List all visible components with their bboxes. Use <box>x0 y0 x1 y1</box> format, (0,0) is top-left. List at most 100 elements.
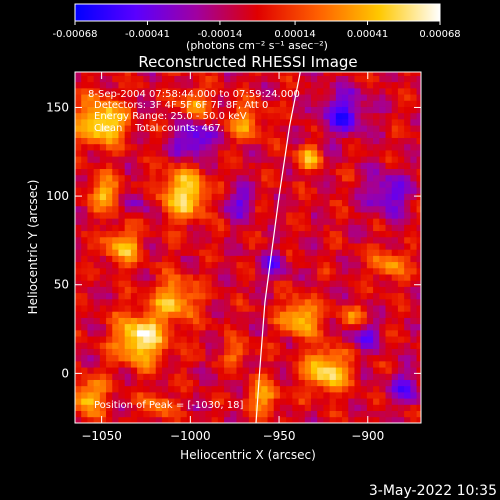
heatmap-cell <box>192 336 200 343</box>
heatmap-cell <box>75 274 82 281</box>
heatmap-cell <box>137 150 144 157</box>
heatmap-cell <box>255 286 262 294</box>
heatmap-cell <box>230 280 237 287</box>
heatmap-cell <box>267 162 275 170</box>
heatmap-cell <box>261 249 268 256</box>
heatmap-cell <box>317 193 324 201</box>
heatmap-cell <box>242 298 250 306</box>
heatmap-cell <box>230 373 237 380</box>
heatmap-cell <box>261 274 268 281</box>
heatmap-cell <box>112 87 119 95</box>
heatmap-cell <box>211 137 219 145</box>
heatmap-cell <box>242 224 250 232</box>
heatmap-cell <box>93 193 101 201</box>
heatmap-cell <box>410 311 417 318</box>
heatmap-cell <box>416 249 421 256</box>
heatmap-cell <box>298 404 306 411</box>
heatmap-cell <box>279 94 287 101</box>
heatmap-cell <box>354 255 362 263</box>
heatmap-cell <box>373 398 380 405</box>
heatmap-cell <box>106 255 113 263</box>
heatmap-cell <box>348 106 355 114</box>
heatmap-cell <box>255 137 262 145</box>
heatmap-cell <box>205 267 213 275</box>
heatmap-cell <box>397 224 405 232</box>
heatmap-cell <box>137 187 144 194</box>
heatmap-cell <box>199 75 206 83</box>
heatmap-cell <box>273 187 281 194</box>
heatmap-cell <box>410 193 417 201</box>
heatmap-cell <box>137 255 144 263</box>
heatmap-cell <box>168 323 175 331</box>
heatmap-cell <box>124 292 132 300</box>
heatmap-cell <box>360 187 368 194</box>
heatmap-cell <box>155 174 163 182</box>
heatmap-cell <box>87 398 95 405</box>
heatmap-cell <box>168 131 175 138</box>
heatmap-cell <box>385 150 393 157</box>
heatmap-cell <box>410 416 417 423</box>
heatmap-cell <box>217 255 225 263</box>
heatmap-cell <box>416 286 421 294</box>
heatmap-cell <box>310 75 318 83</box>
heatmap-cell <box>205 261 213 269</box>
heatmap-cell <box>87 379 95 387</box>
heatmap-cell <box>379 162 386 170</box>
heatmap-cell <box>366 292 374 300</box>
heatmap-cell <box>255 416 262 423</box>
heatmap-cell <box>255 230 262 238</box>
heatmap-cell <box>255 168 262 176</box>
heatmap-cell <box>242 348 250 356</box>
heatmap-cell <box>323 72 331 76</box>
heatmap-cell <box>192 360 200 368</box>
colorbar-tick-label: 0.00014 <box>274 29 315 40</box>
heatmap-cell <box>373 261 380 269</box>
heatmap-cell <box>286 100 293 107</box>
heatmap-cell <box>211 267 219 275</box>
heatmap-cell <box>404 360 411 368</box>
heatmap-cell <box>385 112 393 120</box>
heatmap-cell <box>230 106 237 114</box>
heatmap-cell <box>261 236 268 244</box>
heatmap-cell <box>168 354 175 362</box>
heatmap-cell <box>348 305 355 312</box>
heatmap-cell <box>199 391 206 399</box>
heatmap-cell <box>87 280 95 287</box>
heatmap-cell <box>323 162 331 170</box>
heatmap-cell <box>242 404 250 411</box>
heatmap-cell <box>124 72 132 76</box>
heatmap-cell <box>391 118 399 126</box>
heatmap-cell <box>137 317 144 325</box>
heatmap-cell <box>416 267 421 275</box>
heatmap-cell <box>174 243 181 250</box>
heatmap-cell <box>211 367 219 374</box>
heatmap-cell <box>335 100 343 107</box>
heatmap-cell <box>354 298 362 306</box>
heatmap-cell <box>317 404 324 411</box>
heatmap-cell <box>75 125 82 132</box>
heatmap-cell <box>168 342 175 349</box>
heatmap-cell <box>211 100 219 107</box>
heatmap-cell <box>261 280 268 287</box>
heatmap-cell <box>323 391 331 399</box>
heatmap-cell <box>217 212 225 219</box>
heatmap-cell <box>354 230 362 238</box>
heatmap-cell <box>180 348 188 356</box>
heatmap-cell <box>360 360 368 368</box>
heatmap-cell <box>410 218 417 225</box>
heatmap-cell <box>385 100 393 107</box>
heatmap-cell <box>348 336 355 343</box>
heatmap-cell <box>224 398 231 405</box>
heatmap-cell <box>242 181 250 188</box>
heatmap-cell <box>236 137 244 145</box>
heatmap-cell <box>267 174 275 182</box>
heatmap-cell <box>360 218 368 225</box>
heatmap-cell <box>397 118 405 126</box>
heatmap-cell <box>168 156 175 163</box>
heatmap-cell <box>391 391 399 399</box>
heatmap-cell <box>161 410 169 418</box>
heatmap-cell <box>93 236 101 244</box>
heatmap-cell <box>99 212 107 219</box>
heatmap-cell <box>93 261 101 269</box>
heatmap-cell <box>329 81 337 89</box>
